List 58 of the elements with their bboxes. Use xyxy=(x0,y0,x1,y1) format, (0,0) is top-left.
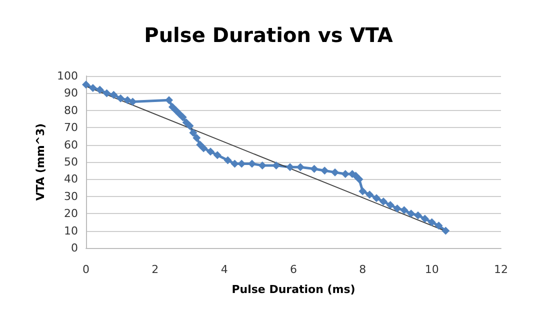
point xyxy=(128,98,137,106)
y-tick-label: 90 xyxy=(64,86,78,100)
chart-title: Pulse Duration vs VTA xyxy=(144,23,394,47)
y-tick-label: 50 xyxy=(64,156,78,168)
point xyxy=(116,94,125,102)
y-tick-label: 10 xyxy=(64,224,78,238)
point xyxy=(88,84,97,92)
point xyxy=(96,86,104,94)
x-tick-label: 8 xyxy=(359,263,366,276)
y-tick-label: 30 xyxy=(64,190,78,203)
y-tick-label: 100 xyxy=(57,70,78,82)
point xyxy=(320,166,329,175)
point xyxy=(331,168,339,176)
point xyxy=(192,134,201,142)
x-tick-label: 6 xyxy=(290,263,297,276)
point xyxy=(393,204,402,212)
point xyxy=(248,160,256,168)
point xyxy=(341,170,350,178)
x-tick-label: 0 xyxy=(82,263,90,276)
y-tick-label: 40 xyxy=(64,172,78,186)
point xyxy=(110,90,118,99)
point xyxy=(366,190,374,199)
point xyxy=(442,226,450,235)
point xyxy=(272,161,280,170)
x-tick-label: 2 xyxy=(152,263,159,276)
x-tick-label: 10 xyxy=(424,263,439,276)
y-tick-label: 20 xyxy=(64,207,78,220)
point xyxy=(178,113,187,122)
point xyxy=(102,89,111,98)
y-tick-label: 70 xyxy=(64,121,78,134)
point xyxy=(386,201,394,209)
point xyxy=(206,148,214,156)
y-tick-label: 0 xyxy=(71,242,78,254)
point xyxy=(400,206,408,214)
x-axis-title: Pulse Duration (ms) xyxy=(232,283,356,296)
y-tick-label: 60 xyxy=(64,138,78,152)
point xyxy=(82,80,90,89)
point xyxy=(224,156,232,164)
point xyxy=(258,161,266,170)
point xyxy=(310,164,318,173)
point xyxy=(428,218,436,226)
y-tick-label: 80 xyxy=(64,104,78,117)
x-tick-label: 12 xyxy=(494,263,508,276)
point xyxy=(189,128,198,137)
point xyxy=(165,96,173,104)
point xyxy=(379,198,388,206)
point xyxy=(434,222,443,230)
point xyxy=(200,144,208,152)
point xyxy=(372,194,380,202)
point xyxy=(414,211,422,220)
y-axis-title: VTA (mm^3) xyxy=(34,123,47,201)
point xyxy=(407,210,416,218)
point xyxy=(358,187,367,196)
point xyxy=(420,214,429,223)
point xyxy=(186,122,194,130)
point xyxy=(213,151,222,160)
x-tick-label: 4 xyxy=(220,263,228,276)
point xyxy=(355,175,364,184)
